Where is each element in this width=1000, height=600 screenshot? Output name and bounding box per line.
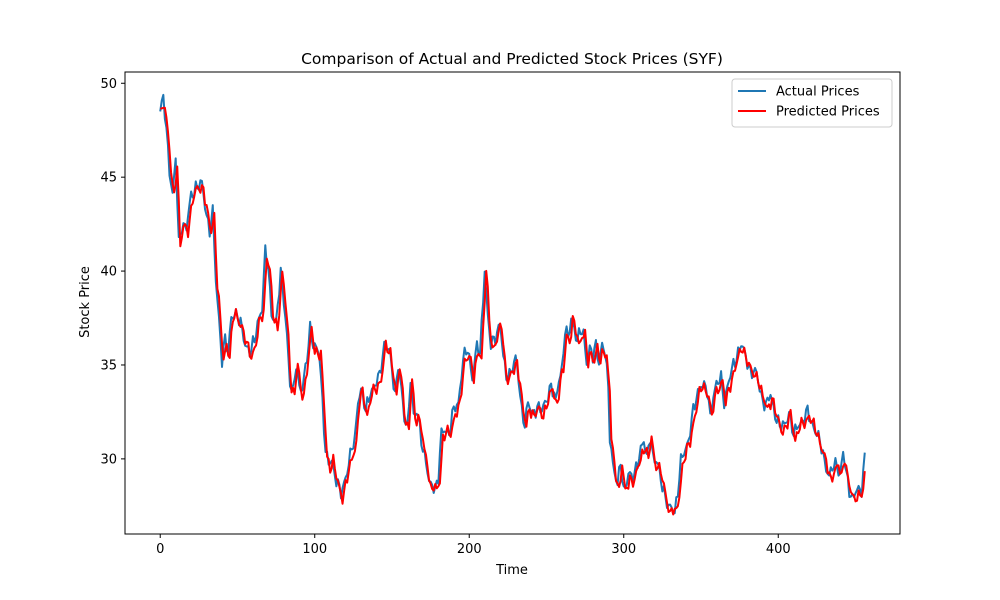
y-tick-label: 40 — [100, 265, 117, 280]
y-axis-label: Stock Price — [78, 266, 93, 338]
series-line-predicted-prices — [160, 106, 866, 516]
x-axis: 0 100 200 300 400 — [156, 534, 791, 557]
y-axis: 30 35 40 45 50 — [100, 77, 125, 467]
y-tick-label: 30 — [100, 452, 117, 467]
x-tick-label: 0 — [156, 542, 164, 557]
x-tick-label: 400 — [766, 542, 791, 557]
legend-label: Actual Prices — [776, 85, 860, 100]
y-tick-label: 35 — [100, 358, 117, 373]
y-tick-label: 50 — [100, 77, 117, 92]
chart-title: Comparison of Actual and Predicted Stock… — [301, 50, 723, 68]
legend-label: Predicted Prices — [776, 105, 880, 120]
x-axis-label: Time — [495, 563, 528, 578]
plot-area — [124, 71, 901, 535]
plot-frame — [124, 71, 901, 535]
y-tick-label: 45 — [100, 171, 117, 186]
legend-box — [731, 78, 893, 128]
x-tick-label: 100 — [302, 542, 327, 557]
legend: Actual Prices Predicted Prices — [731, 78, 893, 128]
x-tick-label: 200 — [457, 542, 482, 557]
x-tick-label: 300 — [611, 542, 636, 557]
